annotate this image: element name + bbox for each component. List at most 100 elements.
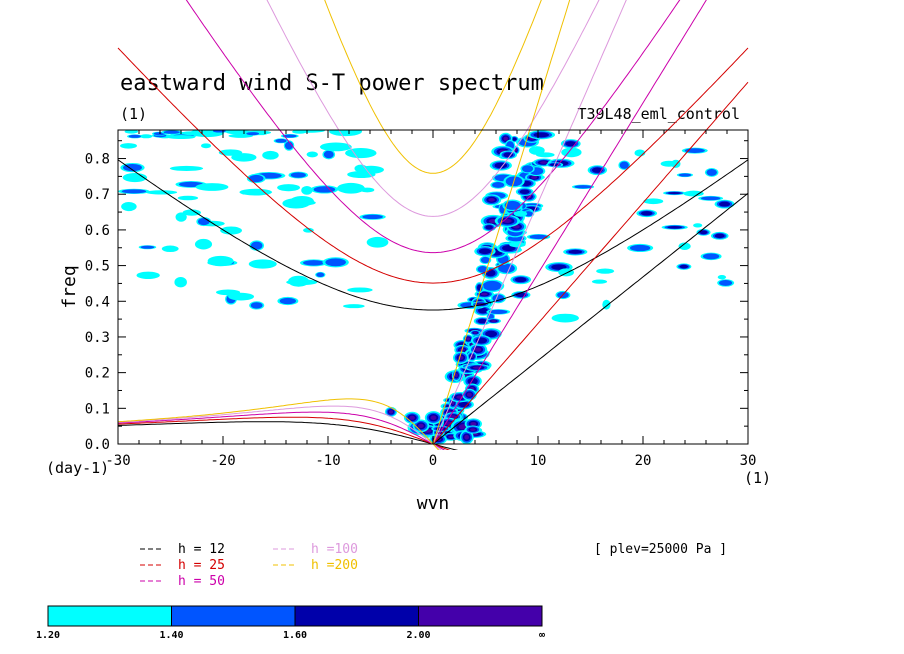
contour-patch: [360, 187, 375, 193]
y-tick-label: 0.7: [85, 187, 110, 203]
contour-patch: [121, 189, 147, 194]
contour-patch: [454, 373, 458, 378]
y-tick-label: 0.4: [85, 294, 110, 310]
x-tick-label: 10: [530, 453, 547, 469]
contour-patch: [714, 233, 725, 239]
contour-patch: [345, 147, 377, 159]
contour-patch: [128, 134, 141, 138]
y-tick-label: 0.6: [85, 223, 110, 239]
contour-patch: [316, 272, 325, 278]
y-tick-label: 0.8: [85, 152, 110, 168]
contour-patch: [574, 185, 592, 189]
contour-patch: [503, 152, 514, 158]
contour-patch: [262, 150, 279, 160]
x-tick-label: -10: [315, 453, 340, 469]
contour-patch: [448, 435, 454, 439]
dispersion-curve-h25: [432, 81, 749, 445]
contour-patch: [699, 230, 708, 235]
contour-patch: [719, 280, 733, 286]
contour-patch: [477, 318, 488, 324]
contour-patch: [167, 135, 196, 140]
contour-patch: [195, 183, 229, 191]
colorbar-swatch: [418, 605, 543, 627]
contour-patch: [366, 236, 389, 248]
level-annotation: [ plev=25000 Pa ]: [594, 542, 727, 557]
contour-patch: [533, 132, 549, 138]
contour-patch: [540, 161, 548, 164]
contour-patch: [163, 130, 180, 134]
contour-patch: [551, 264, 567, 270]
contour-patch: [700, 196, 721, 201]
contour-patch: [246, 132, 260, 136]
contour-patch: [717, 274, 727, 280]
contour-patch: [362, 214, 383, 220]
contour-patch: [220, 226, 243, 235]
contour-patch: [239, 188, 273, 196]
x-tick-label: 30: [740, 453, 757, 469]
colorbar-swatch: [171, 605, 296, 627]
contour-patch: [450, 415, 457, 419]
dispersion-curve-h200: [324, 0, 542, 174]
contour-patch: [121, 201, 137, 212]
contour-patch: [174, 277, 187, 288]
contour-patch: [478, 248, 491, 255]
contour-patch: [313, 186, 336, 193]
contour-patch: [464, 434, 470, 440]
contour-patch: [528, 146, 545, 155]
plot-frame: [117, 129, 749, 445]
contour-patch: [124, 130, 139, 134]
contour-patch: [275, 138, 287, 143]
contour-patch: [511, 137, 517, 141]
contour-patch: [504, 200, 521, 210]
x-tick-label: 0: [429, 453, 437, 469]
dispersion-curve-h12: [117, 159, 749, 311]
contour-patch: [201, 143, 212, 149]
contour-patch: [228, 292, 255, 301]
colorbar-label: 1.60: [283, 630, 307, 641]
contour-patch: [306, 151, 318, 158]
contour-patch: [207, 255, 234, 267]
contour-patch: [136, 271, 160, 280]
contour-patch: [531, 175, 538, 179]
contour-patch: [182, 209, 201, 216]
contour-patch: [251, 241, 263, 250]
contour-patch: [509, 241, 526, 248]
contour-patch: [706, 169, 717, 176]
contour-patch: [282, 134, 297, 138]
contour-patch: [290, 172, 306, 178]
contour-patch: [325, 258, 346, 267]
contour-patch: [347, 287, 373, 293]
contour-layer: [118, 130, 735, 444]
y-tick-label: 0.2: [85, 366, 110, 382]
contour-patch: [169, 165, 204, 171]
contour-patch: [303, 260, 325, 266]
x-tick-label: -20: [210, 453, 235, 469]
contour-patch: [288, 275, 310, 287]
contour-patch: [175, 212, 187, 222]
contour-patch: [660, 160, 678, 167]
contour-patch: [591, 279, 608, 284]
contour-patch: [678, 242, 691, 250]
contour-patch: [466, 392, 472, 397]
contour-patch: [480, 256, 490, 264]
contour-patch: [231, 153, 257, 162]
colorbar-swatch: [294, 605, 419, 627]
contour-patch: [619, 161, 629, 169]
legend-label: h = 25: [178, 558, 225, 573]
contour-patch: [194, 238, 213, 250]
contour-patch: [558, 268, 575, 277]
contour-patch: [215, 289, 241, 296]
legend-label: h = 50: [178, 574, 225, 589]
y-tick-label: 0.1: [85, 401, 110, 417]
contour-patch: [551, 313, 579, 323]
contour-patch: [212, 130, 226, 133]
contour-patch: [145, 190, 178, 195]
colorbar-label: 1.20: [36, 630, 60, 641]
contour-patch: [643, 198, 664, 205]
contour-patch: [470, 421, 477, 426]
contour-patch: [591, 167, 603, 173]
contour-patch: [514, 277, 527, 283]
contour-patch: [485, 330, 498, 338]
contour-patch: [179, 131, 208, 136]
